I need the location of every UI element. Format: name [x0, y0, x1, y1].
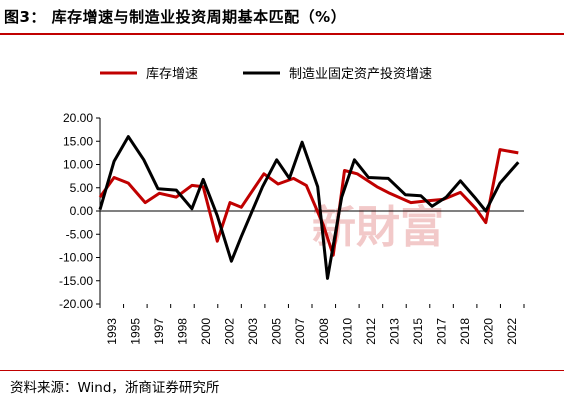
x-tick-label: 1997: [152, 318, 166, 345]
x-tick-label: 2008: [317, 318, 331, 345]
x-tick-label: 2018: [458, 318, 472, 345]
y-tick-label: -20.00: [59, 297, 93, 311]
x-tick-label: 1993: [105, 318, 119, 345]
x-tick-label: 2005: [270, 318, 284, 345]
figure-title: 图3： 库存增速与制造业投资周期基本匹配（%）: [4, 8, 347, 26]
chart-legend: 库存增速 制造业固定资产投资增速: [100, 66, 432, 82]
x-tick-label: 2013: [387, 318, 401, 345]
y-axis-ticks: 20.00 15.00 10.00 5.00 0.00 -5.00 -10.00 -15.00…: [59, 111, 100, 311]
x-tick-label: 2010: [340, 318, 354, 345]
y-tick-label: -10.00: [59, 251, 93, 265]
legend-label-series-2: 制造业固定资产投资增速: [289, 66, 432, 82]
y-tick-label: 0.00: [70, 204, 94, 218]
x-tick-label: 2022: [505, 318, 519, 345]
series-line-1: [98, 148, 519, 257]
x-tick-label: 2020: [482, 318, 496, 345]
x-tick-label: 2002: [223, 318, 237, 345]
x-tick-label: 2000: [199, 318, 213, 345]
y-tick-label: 5.00: [70, 181, 94, 195]
x-tick-label: 1998: [175, 318, 189, 345]
legend-label-series-1: 库存增速: [146, 66, 198, 82]
y-tick-label: -15.00: [59, 274, 93, 288]
source-divider: [0, 370, 564, 371]
x-tick-label: 2012: [364, 318, 378, 345]
title-divider: [0, 33, 564, 35]
y-tick-label: 10.00: [63, 158, 93, 172]
x-tick-label: 2017: [435, 318, 449, 345]
x-tick-label: 1995: [128, 318, 142, 345]
y-tick-label: 20.00: [63, 111, 93, 125]
source-note: 资料来源：Wind，浙商证券研究所: [10, 380, 220, 396]
y-tick-label: -5.00: [66, 227, 94, 241]
x-tick-label: 2003: [246, 318, 260, 345]
series-line-2: [98, 135, 520, 280]
x-tick-label: 2007: [293, 318, 307, 345]
y-tick-label: 15.00: [63, 134, 93, 148]
series-layer: [98, 135, 520, 280]
x-tick-label: 2015: [411, 318, 425, 345]
chart: 新財富 库存增速 制造业固定资产投资增速 20.0015.0010.005.00…: [59, 66, 525, 345]
x-axis-ticks: 1993 1995 1997 1998 2000 2002 2003 2005 2007 2008…: [99, 304, 525, 345]
